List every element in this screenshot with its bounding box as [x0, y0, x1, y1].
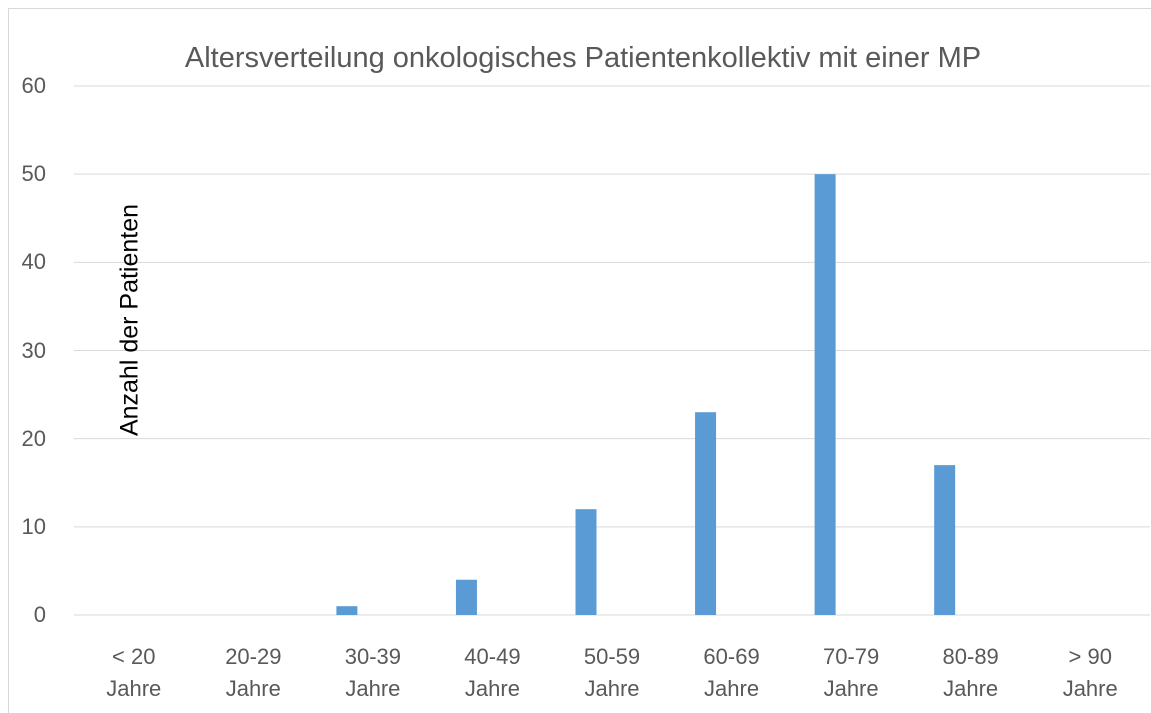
bar	[814, 174, 836, 615]
chart-frame	[8, 8, 1151, 713]
x-tick-label: > 90 Jahre	[1062, 644, 1118, 701]
y-tick-label: 60	[21, 73, 46, 98]
y-tick-label: 20	[21, 425, 46, 451]
x-tick-label: 20-29 Jahre	[225, 644, 282, 701]
x-tick-label: 70-79 Jahre	[822, 644, 880, 701]
bar	[336, 606, 358, 615]
x-tick-label: 40-49 Jahre	[464, 644, 521, 701]
x-tick-label: 50-59 Jahre	[583, 644, 641, 701]
bar	[455, 579, 477, 615]
x-tick-label: < 20 Jahre	[106, 644, 162, 701]
y-tick-label: 50	[21, 161, 46, 187]
y-tick-label: 30	[21, 337, 46, 363]
x-tick-label: 80-89 Jahre	[942, 644, 999, 701]
x-tick-label: 60-69 Jahre	[703, 644, 760, 701]
y-tick-label: 40	[21, 249, 46, 275]
bar	[575, 509, 597, 615]
y-axis-label: Anzahl der Patienten	[115, 203, 144, 437]
x-tick-label: 30-39 Jahre	[344, 644, 402, 701]
y-tick-label: 10	[21, 513, 46, 539]
bar	[695, 412, 717, 615]
bar	[934, 465, 956, 615]
y-tick-label: 0	[33, 602, 46, 627]
chart-title: Altersverteilung onkologisches Patienten…	[184, 42, 982, 74]
